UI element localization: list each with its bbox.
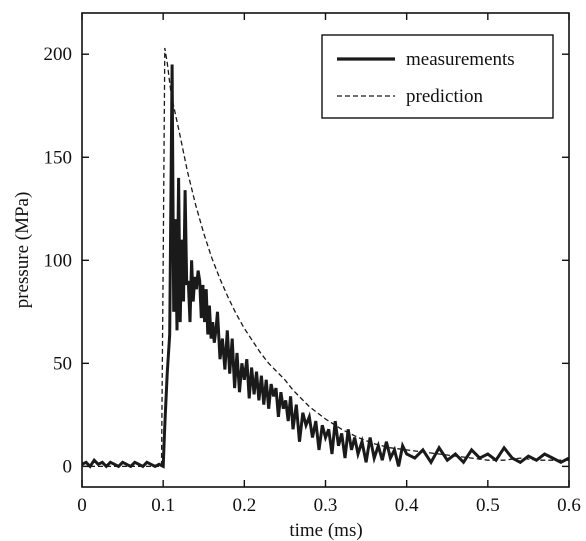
y-tick-label: 0 bbox=[63, 456, 73, 477]
ticks-layer: 0 0.1 0.2 0.3 0.4 0.5 0.6 0 50 100 150 200 bbox=[44, 13, 581, 516]
x-tick-label: 0.3 bbox=[314, 495, 338, 516]
legend-box bbox=[321, 34, 554, 119]
y-axis-label: pressure (MPa) bbox=[12, 192, 33, 309]
series-line-prediction bbox=[82, 47, 569, 468]
x-tick-label: 0.2 bbox=[232, 495, 256, 516]
legend-label-prediction: prediction bbox=[406, 86, 484, 107]
legend-label-measurements: measurements bbox=[406, 49, 515, 70]
x-tick-label: 0.4 bbox=[395, 495, 419, 516]
x-tick-label: 0 bbox=[77, 495, 87, 516]
series-line-measurements bbox=[81, 64, 570, 469]
series-layer bbox=[81, 47, 570, 469]
x-axis-label: time (ms) bbox=[289, 520, 362, 541]
x-tick-label: 0.1 bbox=[151, 495, 175, 516]
x-tick-label: 0.6 bbox=[557, 495, 581, 516]
y-tick-label: 200 bbox=[44, 44, 73, 65]
y-tick-label: 100 bbox=[44, 250, 73, 271]
y-tick-label: 150 bbox=[44, 147, 73, 168]
y-tick-label: 50 bbox=[53, 353, 72, 374]
legend: measurements prediction bbox=[321, 34, 554, 119]
x-tick-label: 0.5 bbox=[476, 495, 500, 516]
